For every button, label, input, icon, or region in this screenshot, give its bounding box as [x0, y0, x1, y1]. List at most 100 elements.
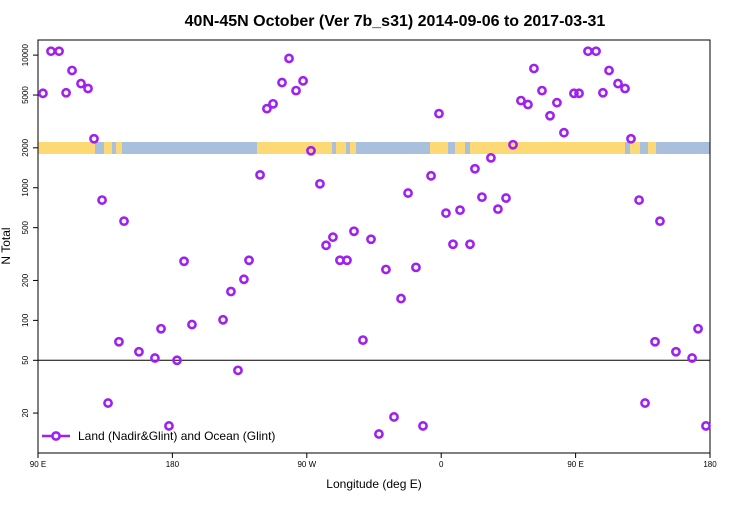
- land-band: [350, 142, 356, 154]
- point: [342, 255, 352, 266]
- chart-title: 40N-45N October (Ver 7b_s31) 2014-09-06 …: [185, 13, 606, 30]
- point: [634, 195, 644, 205]
- legend-marker: [51, 431, 61, 441]
- point: [516, 95, 526, 106]
- point: [374, 429, 384, 439]
- point: [693, 323, 703, 334]
- land-band: [336, 142, 346, 154]
- legend-label: Land (Nadir&Glint) and Ocean (Glint): [78, 429, 275, 443]
- point: [650, 336, 660, 347]
- x-tick-label: 90 W: [297, 460, 316, 469]
- x-tick-label: 180: [703, 460, 717, 469]
- y-tick-label: 1000: [21, 178, 30, 196]
- point: [134, 346, 144, 357]
- point: [172, 355, 182, 366]
- y-tick-label: 5000: [21, 86, 30, 104]
- point: [156, 323, 166, 334]
- point: [187, 319, 197, 330]
- point: [239, 274, 249, 285]
- point: [591, 46, 601, 57]
- point: [89, 133, 99, 144]
- point: [701, 421, 711, 431]
- point: [465, 239, 475, 250]
- point: [411, 262, 421, 273]
- series: [38, 46, 711, 439]
- point: [470, 163, 480, 174]
- point: [477, 192, 487, 203]
- point: [291, 85, 301, 96]
- land-band: [455, 142, 465, 154]
- y-tick-label: 50: [21, 355, 30, 364]
- plot-frame: [37, 39, 711, 454]
- y-tick-label: 2000: [21, 138, 30, 156]
- point: [306, 145, 316, 156]
- point: [226, 286, 236, 297]
- x-axis-label: Longitude (deg E): [326, 477, 421, 491]
- point: [604, 65, 614, 76]
- land-band: [470, 142, 625, 154]
- point: [328, 232, 338, 243]
- point: [315, 178, 325, 189]
- point: [284, 53, 294, 64]
- point: [626, 133, 636, 144]
- point: [418, 421, 428, 431]
- point: [426, 170, 436, 181]
- x-tick-label: 180: [166, 460, 180, 469]
- point: [493, 204, 503, 215]
- point: [455, 205, 465, 216]
- x-tick-label: 90 E: [567, 460, 583, 469]
- point: [119, 216, 129, 227]
- point: [164, 421, 174, 431]
- point: [529, 63, 539, 74]
- point: [574, 88, 584, 99]
- land-band: [257, 142, 332, 154]
- land-ocean-band: [38, 142, 710, 154]
- point: [97, 195, 107, 205]
- y-axis-label: N Total: [0, 227, 13, 264]
- point: [640, 398, 650, 408]
- point: [268, 98, 278, 109]
- point: [687, 353, 697, 363]
- point: [349, 226, 359, 237]
- point: [298, 75, 308, 86]
- point: [103, 398, 113, 408]
- point: [381, 264, 391, 275]
- x-tick-label: 90 E: [30, 460, 46, 469]
- land-band: [104, 142, 112, 154]
- point: [233, 365, 243, 376]
- point: [54, 46, 64, 57]
- y-tick-label: 100: [21, 313, 30, 327]
- point: [76, 78, 86, 89]
- y-tick-label: 10000: [21, 43, 30, 66]
- point: [501, 193, 511, 203]
- point: [366, 234, 376, 245]
- point: [255, 169, 265, 180]
- point: [277, 77, 287, 88]
- point: [671, 346, 681, 357]
- point: [434, 108, 444, 119]
- point: [389, 412, 399, 422]
- point: [655, 216, 665, 227]
- point: [537, 85, 547, 96]
- x-tick-label: 0: [439, 460, 444, 469]
- land-band: [38, 142, 95, 154]
- point: [358, 335, 368, 345]
- land-band: [648, 142, 656, 154]
- land-band: [430, 142, 448, 154]
- point: [321, 240, 331, 251]
- point: [508, 139, 518, 150]
- point: [403, 188, 413, 198]
- point: [441, 208, 451, 218]
- point: [569, 88, 579, 99]
- point: [486, 152, 496, 163]
- point: [179, 256, 189, 267]
- point: [545, 110, 555, 121]
- point: [262, 103, 272, 114]
- point: [559, 127, 569, 138]
- point: [620, 83, 630, 94]
- point: [523, 99, 533, 110]
- land-band: [630, 142, 640, 154]
- point: [244, 255, 254, 266]
